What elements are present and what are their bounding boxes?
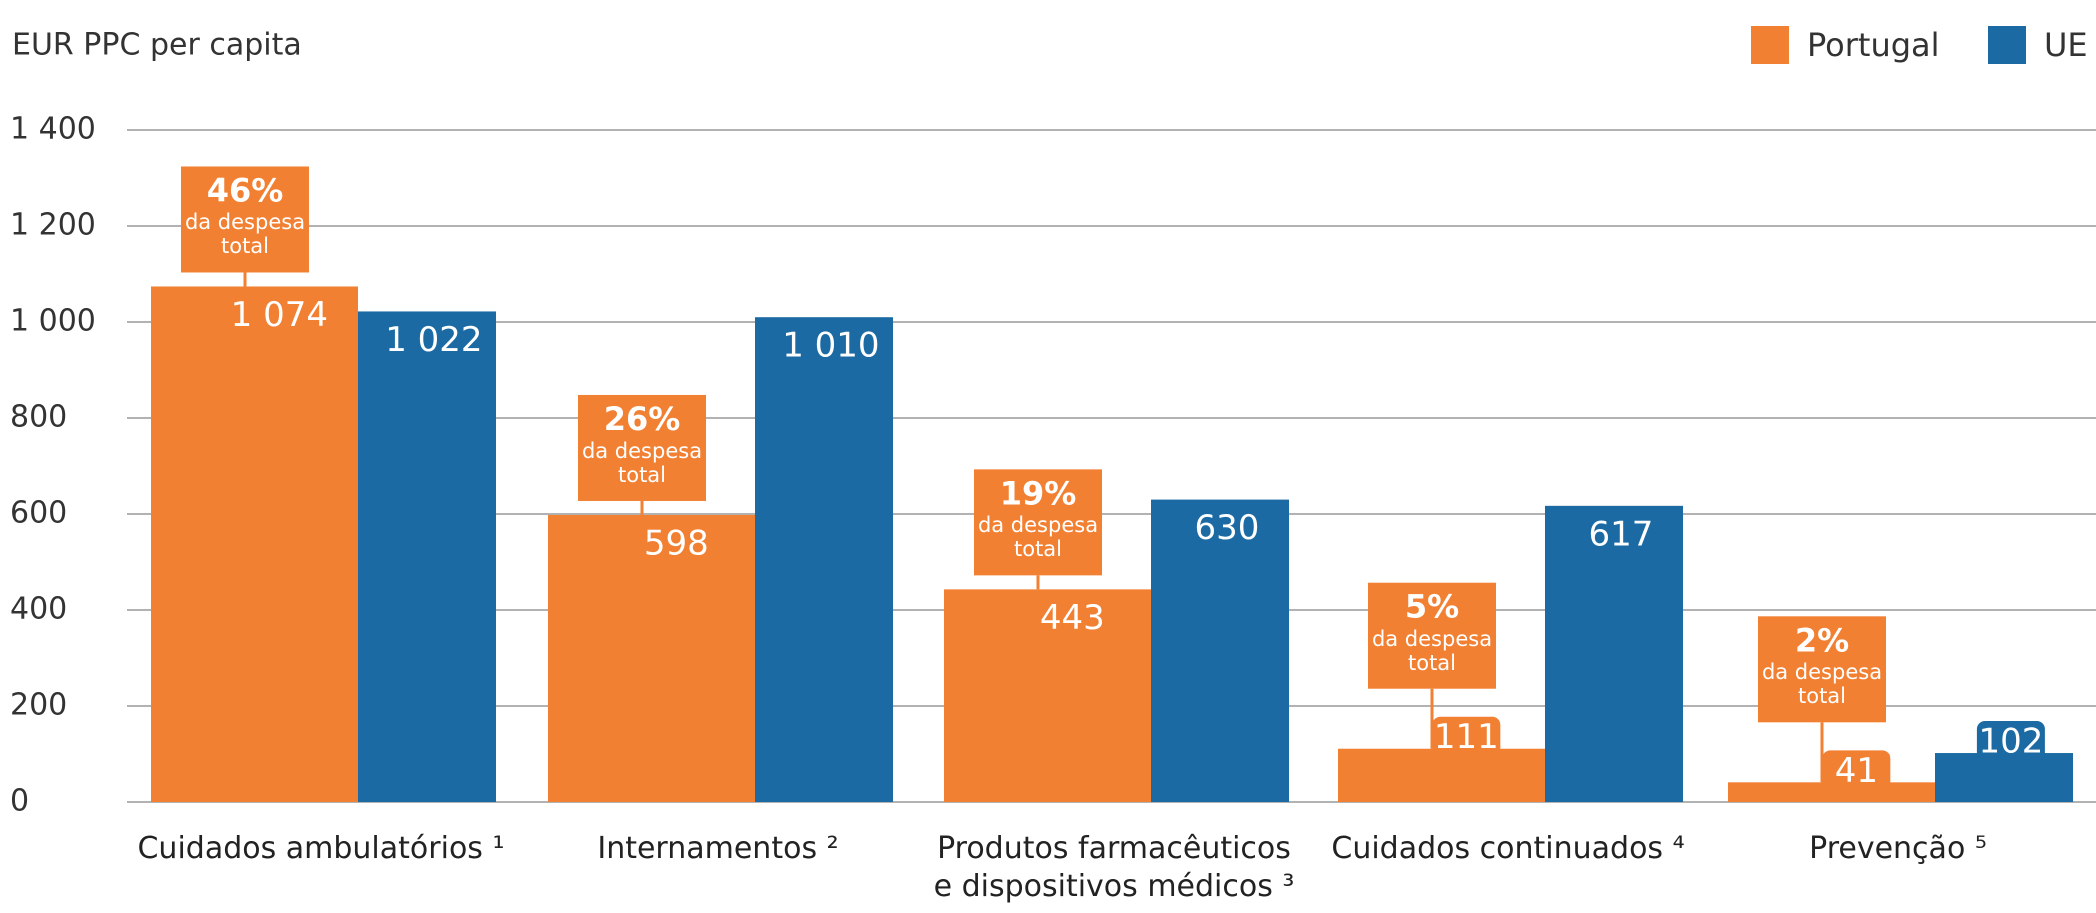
x-tick-label: Cuidados continuados ⁴: [1318, 830, 1698, 868]
share-label: 5%: [1405, 588, 1459, 626]
y-tick-label: 200: [10, 688, 67, 723]
legend-swatch: [1751, 26, 1789, 64]
y-tick-label: 600: [10, 496, 67, 531]
chart-svg: EUR PPC per capita 0 200 400 600 800 1 000 1 2…: [0, 0, 2096, 913]
x-tick-label: Produtos farmacêuticos e dispositivos mé…: [924, 830, 1304, 906]
value-label: 41: [1835, 751, 1878, 791]
y-axis-label: EUR PPC per capita: [12, 28, 302, 63]
share-label: 46%: [207, 171, 284, 209]
x-tick-label: Prevenção ⁵: [1708, 830, 2088, 868]
legend-swatch: [1988, 26, 2026, 64]
x-tick-label: Cuidados ambulatórios ¹: [131, 830, 511, 868]
value-label: 111: [1434, 717, 1499, 757]
y-tick-label: 400: [10, 592, 67, 627]
legend-label: UE: [2044, 26, 2088, 64]
value-label: 102: [1978, 722, 2043, 762]
share-label: 26%: [604, 400, 681, 438]
value-label: 617: [1588, 514, 1653, 554]
share-label: 2%: [1795, 621, 1849, 659]
share-note: da despesa total: [181, 210, 309, 258]
y-tick-label: 800: [10, 400, 67, 435]
share-note: da despesa total: [578, 439, 706, 487]
x-tick-label: Internamentos ²: [528, 830, 908, 868]
bar: [151, 286, 358, 802]
value-label: 630: [1194, 508, 1259, 548]
value-label: 1 022: [385, 320, 482, 360]
value-label: 1 074: [231, 295, 328, 335]
chart: EUR PPC per capita 0 200 400 600 800 1 000 1 2…: [0, 0, 2096, 913]
y-tick-label: 1 200: [10, 208, 96, 243]
value-label: 598: [644, 523, 709, 563]
y-tick-label: 1 400: [10, 112, 96, 147]
value-label: 443: [1040, 598, 1105, 638]
value-label: 1 010: [782, 326, 879, 366]
bar: [755, 317, 893, 802]
legend-label: Portugal: [1807, 26, 1940, 64]
y-tick-label: 1 000: [10, 304, 96, 339]
share-note: da despesa total: [974, 513, 1102, 561]
share-note: da despesa total: [1758, 660, 1886, 708]
bar: [358, 311, 496, 802]
share-note: da despesa total: [1368, 627, 1496, 675]
share-label: 19%: [1000, 474, 1077, 512]
y-tick-label: 0: [10, 784, 29, 819]
